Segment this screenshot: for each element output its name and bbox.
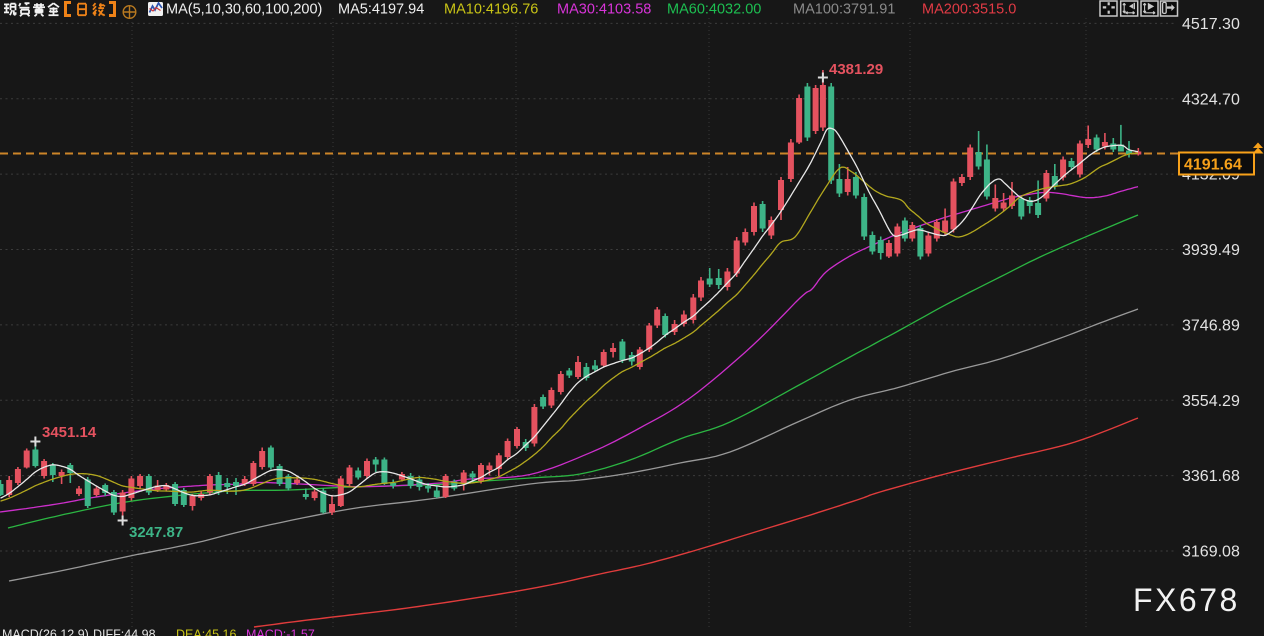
svg-text:MA200:3515.0: MA200:3515.0 [922, 2, 1016, 18]
svg-text:3247.87: 3247.87 [129, 524, 183, 541]
svg-text:3554.29: 3554.29 [1182, 393, 1240, 410]
svg-text:FX678: FX678 [1133, 582, 1240, 618]
svg-text:3361.68: 3361.68 [1182, 468, 1240, 485]
svg-text:4191.64: 4191.64 [1184, 157, 1242, 174]
svg-text:MACD:-1.57: MACD:-1.57 [246, 628, 315, 636]
svg-text:DIFF:44.98: DIFF:44.98 [93, 628, 156, 636]
svg-text:4381.29: 4381.29 [829, 61, 883, 78]
svg-text:3746.89: 3746.89 [1182, 317, 1240, 334]
svg-text:DEA:45.16: DEA:45.16 [176, 628, 237, 636]
svg-text:4517.30: 4517.30 [1182, 16, 1240, 33]
svg-text:MA60:4032.00: MA60:4032.00 [667, 2, 761, 18]
svg-text:4324.70: 4324.70 [1182, 91, 1240, 108]
svg-text:MACD(26,12,9): MACD(26,12,9) [2, 628, 89, 636]
svg-text:3939.49: 3939.49 [1182, 242, 1240, 259]
svg-text:MA10:4196.76: MA10:4196.76 [444, 2, 538, 18]
svg-text:MA100:3791.91: MA100:3791.91 [793, 2, 895, 18]
svg-text:3169.08: 3169.08 [1182, 544, 1240, 561]
svg-text:MA5:4197.94: MA5:4197.94 [338, 2, 424, 18]
svg-text:MA(5,10,30,60,100,200): MA(5,10,30,60,100,200) [166, 2, 322, 18]
svg-text:MA30:4103.58: MA30:4103.58 [557, 2, 651, 18]
svg-text:3451.14: 3451.14 [42, 424, 97, 441]
